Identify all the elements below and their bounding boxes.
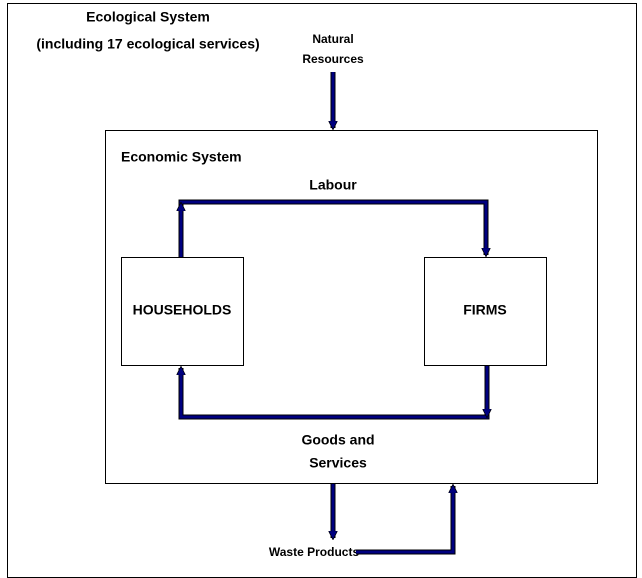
households-box [121,257,244,366]
arrow-goods-services [181,365,487,420]
ecological-title: Ecological System [86,9,210,25]
waste-products-label: Waste Products [269,545,360,559]
economic-system-title: Economic System [121,149,242,165]
natural-resources-label: Natural [312,32,353,46]
ecological-subtitle: (including 17 ecological services) [36,36,259,52]
arrow-waste-return [356,486,453,555]
firms-box [424,257,547,366]
labour-label: Labour [309,177,357,193]
firms-label: FIRMS [463,302,507,318]
arrow-labour [181,199,486,257]
goods-services-label: Services [309,455,367,471]
households-label: HOUSEHOLDS [133,302,232,318]
goods-services-label: Goods and [301,432,374,448]
natural-resources-label: Resources [302,52,364,66]
